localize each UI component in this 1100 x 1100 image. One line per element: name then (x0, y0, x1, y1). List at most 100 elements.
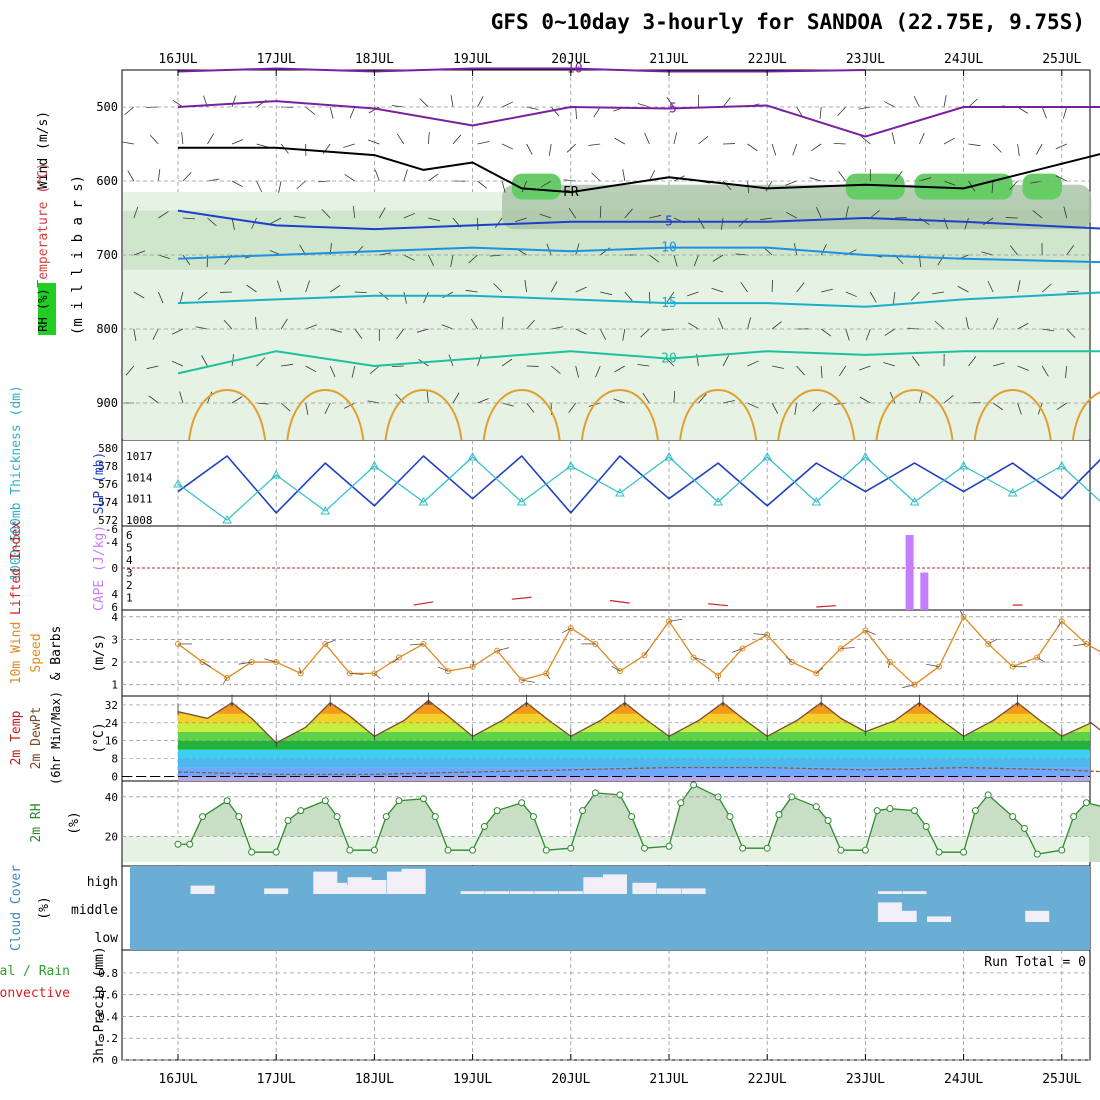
wind-speed-marker (199, 659, 206, 666)
wind-barb (344, 174, 355, 182)
rh-marker (665, 842, 673, 850)
wind-speed-marker (224, 674, 231, 681)
wind-barb (992, 317, 999, 330)
wind-barb (637, 364, 650, 367)
wind-barb (943, 217, 949, 230)
wind-barb (718, 317, 724, 330)
ylabel-dewpoint: 2m DewPt (29, 707, 44, 770)
wind-barb (1055, 175, 1067, 182)
rh-marker (677, 799, 685, 807)
wind-barb (428, 254, 435, 266)
wind-barb (910, 291, 920, 301)
wind-barb (644, 132, 650, 145)
wind-barb (992, 402, 1004, 411)
thickness-marker (369, 460, 380, 470)
wind-barb (893, 291, 896, 304)
wind-barb (568, 402, 577, 413)
rh-marker (529, 813, 537, 821)
wind-barb (919, 132, 925, 145)
wind-barb (256, 180, 262, 193)
wind-barb (368, 106, 380, 114)
li-tick: 6 (111, 601, 118, 614)
wind-barb (698, 136, 709, 145)
warm-temperature-contour (777, 389, 856, 441)
wind-barb (223, 319, 233, 330)
rh-high-shading (845, 173, 905, 200)
wind-tick: 2 (111, 656, 118, 669)
wind-barb (858, 106, 871, 110)
wind-barb (305, 365, 317, 373)
wind-barb (468, 254, 478, 264)
lifted-index-line (610, 599, 630, 604)
date-label-bottom: 17JUL (257, 1072, 296, 1087)
wind-barb (207, 133, 214, 145)
wind-barb (127, 170, 135, 182)
wind-barb (599, 328, 607, 340)
wind-barb (354, 291, 367, 294)
legend-convective: Convective (0, 986, 70, 1001)
temp-band (178, 713, 1090, 723)
wind-barb (907, 327, 920, 330)
wind-barb (722, 97, 731, 108)
wind-barb (1009, 245, 1018, 256)
wind-barb (919, 177, 932, 182)
wind-barb (231, 139, 244, 145)
date-label-bottom: 19JUL (453, 1072, 492, 1087)
thickness-marker (958, 460, 969, 470)
temperature-contour-label: 15 (661, 296, 677, 311)
rh-marker (837, 846, 845, 854)
temperature-contour-label: -5 (661, 101, 677, 116)
wind-barb (722, 180, 732, 191)
wind-barb (860, 135, 871, 145)
cloud-bar (681, 888, 706, 894)
ylabel-wind-unit: (m/s) (92, 633, 107, 672)
temperature2m-panel: 0 8 16 24 32 2m Temp 2m DewPt (6hr Min/Max) (°C) (9, 691, 1100, 785)
wind-barb (561, 627, 571, 634)
wind-barb (820, 365, 823, 378)
wind-barb (133, 250, 146, 256)
wind-barb (642, 392, 650, 404)
wind-tick: 3 (111, 633, 118, 646)
rh-marker (640, 844, 648, 852)
wind-barb (785, 180, 797, 186)
thickness-marker (860, 451, 871, 461)
warm-temperature-contour (286, 389, 365, 441)
wind-barb (722, 400, 735, 404)
wind-barb (521, 679, 535, 683)
wind-barb (207, 217, 217, 227)
wind-barb (575, 106, 577, 119)
wind-barb (125, 365, 135, 376)
date-label-bottom: 22JUL (748, 1072, 787, 1087)
wind-barb (477, 180, 488, 189)
cloud-bar (583, 877, 608, 894)
wind-barb (838, 365, 847, 377)
ylabel-wind: Wind (m/s) (36, 111, 51, 189)
temperature-contour-label: 10 (661, 241, 677, 256)
wind-barb (747, 360, 759, 367)
slp-tick: 1011 (126, 493, 153, 506)
wind-speed-marker (273, 659, 280, 666)
wind-speed-marker (1058, 618, 1065, 625)
wind-barb (693, 657, 706, 662)
wind-barb (575, 328, 587, 335)
wind-barb (324, 402, 331, 414)
cloud-bar (892, 910, 917, 922)
wind-barb (182, 172, 192, 182)
cloud-bar (401, 868, 426, 894)
thickness-marker (320, 505, 331, 515)
wind-barb (171, 360, 184, 367)
wind-speed-marker (788, 659, 795, 666)
wind-barb (305, 402, 309, 415)
wind-speed-marker (960, 613, 967, 620)
warm-temperature-contour (188, 389, 267, 441)
wind-barb (202, 661, 212, 668)
wind-barb (395, 393, 405, 404)
wind-barb (352, 206, 356, 219)
wind-barb (238, 661, 252, 665)
wind-barb (821, 288, 833, 293)
wind-barb (968, 98, 978, 108)
wind-barb (329, 284, 341, 293)
ylabel-temp: 2m Temp (9, 710, 24, 765)
rh-marker (333, 813, 341, 821)
temperature-contour-label: 20 (661, 352, 677, 367)
